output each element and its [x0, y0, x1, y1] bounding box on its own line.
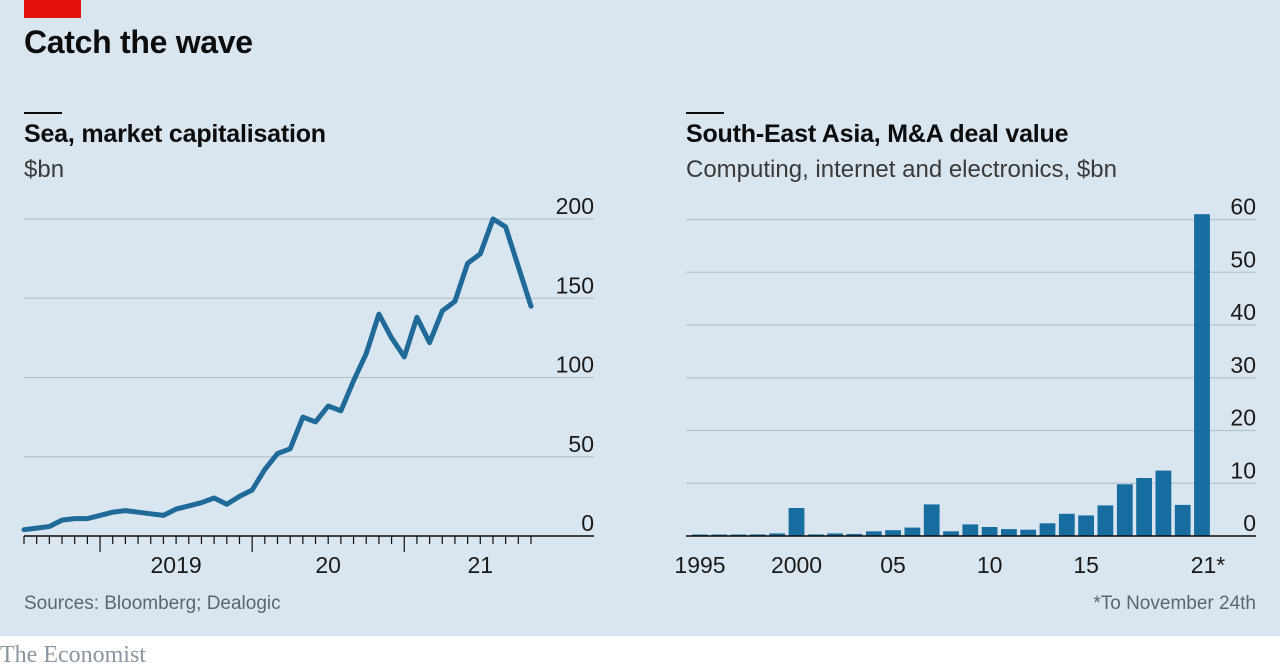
deal-value-bar [750, 534, 766, 536]
deal-value-bar [827, 533, 843, 536]
red-tag [24, 0, 81, 18]
deal-value-bar [1058, 513, 1075, 536]
right-x-tick-label: 21* [1191, 552, 1226, 578]
right-x-tick-label: 15 [1073, 552, 1099, 578]
deal-value-bar [865, 531, 882, 536]
left-panel-rule [24, 112, 62, 114]
deal-value-bar [923, 504, 940, 537]
right-y-tick-label: 40 [1230, 299, 1256, 325]
right-panel-rule [686, 112, 724, 114]
right-panel-title: South-East Asia, M&A deal value [686, 120, 1069, 148]
deal-value-bar [846, 533, 863, 536]
deal-value-bar [1155, 470, 1172, 536]
brand-logo: The Economist [0, 642, 146, 668]
market-cap-line [21, 216, 534, 533]
deal-value-bar [1039, 523, 1056, 536]
source-note: Sources: Bloomberg; Dealogic [24, 593, 281, 614]
left-y-tick-label: 100 [556, 352, 594, 378]
deal-value-bar [1078, 515, 1094, 536]
right-y-tick-label: 0 [1243, 510, 1256, 536]
deal-value-bar [962, 524, 979, 536]
right-x-tick-label: 10 [977, 552, 1003, 578]
right-y-tick-label: 50 [1230, 246, 1256, 272]
deal-value-bar [1194, 214, 1210, 536]
right-y-tick-label: 10 [1230, 457, 1256, 483]
right-x-tick-label: 1995 [674, 552, 725, 578]
deal-value-bar [1097, 505, 1114, 536]
right-y-tick-label: 20 [1230, 405, 1256, 431]
right-x-tick-label: 2000 [771, 552, 822, 578]
deal-value-bar [1116, 484, 1133, 536]
left-x-tick-label: 2019 [151, 552, 202, 578]
deal-value-bar [1136, 478, 1152, 536]
right-x-tick-label: 05 [880, 552, 906, 578]
left-y-tick-label: 50 [568, 431, 594, 457]
left-y-tick-label: 200 [556, 193, 594, 219]
left-y-tick-label: 150 [556, 272, 594, 298]
chart-canvas: Catch the wave Sea, market capitalisatio… [0, 0, 1280, 636]
deal-value-bar [788, 508, 805, 536]
page-title: Catch the wave [24, 24, 253, 60]
right-y-tick-label: 60 [1230, 194, 1256, 220]
left-y-tick-label: 0 [581, 510, 594, 536]
deal-value-bar [807, 534, 824, 536]
left-x-tick-label: 20 [315, 552, 341, 578]
footnote: *To November 24th [1093, 593, 1256, 614]
right-panel-unit: Computing, internet and electronics, $bn [686, 156, 1117, 183]
deal-value-bar [1020, 529, 1037, 536]
deal-value-bar [904, 527, 921, 536]
deal-value-bar [769, 533, 786, 536]
deal-value-bar [943, 531, 959, 536]
deal-value-bar [885, 530, 901, 536]
right-y-tick-label: 30 [1230, 352, 1256, 378]
left-x-tick-label: 21 [468, 552, 494, 578]
left-panel-title: Sea, market capitalisation [24, 120, 326, 148]
deal-value-bar [1001, 529, 1017, 536]
deal-value-bar [1174, 504, 1191, 536]
left-panel-unit: $bn [24, 156, 65, 183]
deal-value-bar [981, 527, 998, 536]
